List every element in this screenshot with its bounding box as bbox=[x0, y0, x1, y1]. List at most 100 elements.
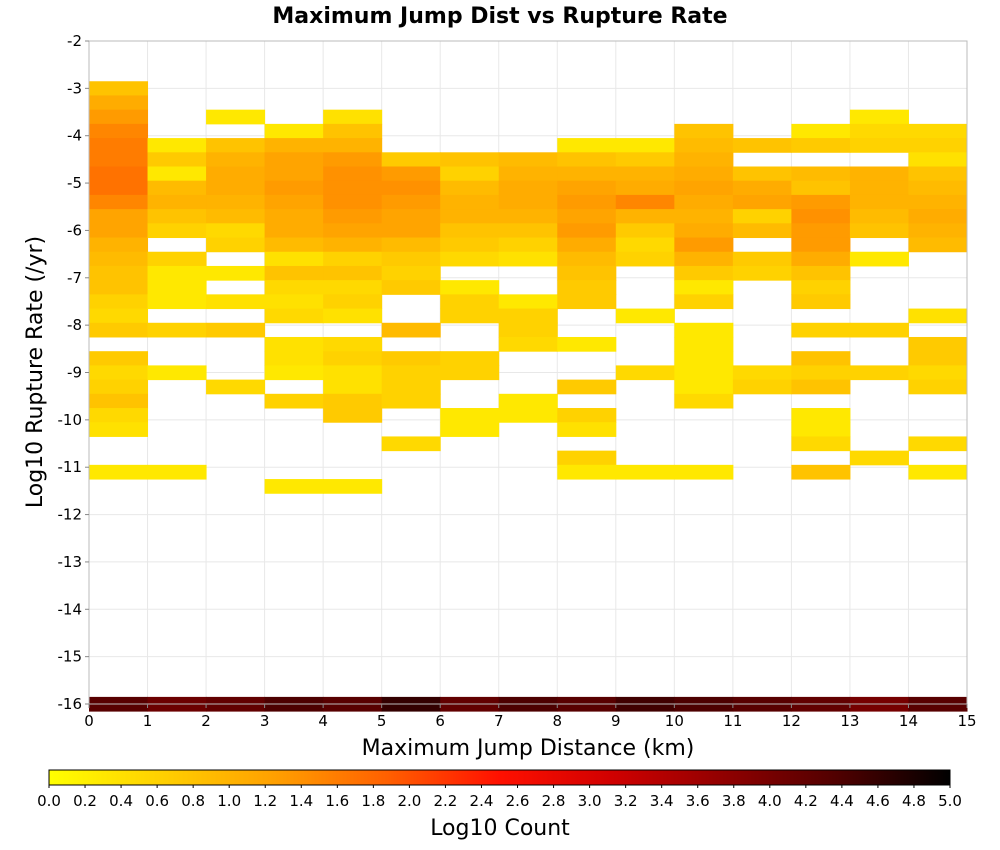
heatmap-cell bbox=[674, 209, 734, 224]
colorbar-tick-label: 1.8 bbox=[361, 792, 385, 810]
colorbar-tick-label: 3.0 bbox=[578, 792, 602, 810]
heatmap-cell bbox=[908, 436, 968, 452]
heatmap-cell bbox=[206, 194, 266, 210]
heatmap-cell bbox=[147, 294, 207, 310]
heatmap-cell bbox=[264, 479, 324, 494]
heatmap-cell bbox=[791, 223, 851, 239]
heatmap-cell bbox=[440, 351, 500, 366]
heatmap-cell bbox=[498, 180, 558, 196]
heatmap-cell bbox=[381, 436, 441, 452]
heatmap-cell bbox=[557, 138, 617, 153]
heatmap-cell bbox=[206, 223, 266, 239]
heatmap-cell bbox=[849, 123, 909, 139]
heatmap-cell bbox=[791, 436, 851, 452]
heatmap-cell bbox=[908, 138, 968, 153]
heatmap-cell bbox=[908, 123, 968, 139]
heatmap-cell bbox=[206, 322, 266, 338]
heatmap-cell bbox=[440, 152, 500, 167]
x-tick-label: 0 bbox=[84, 712, 94, 730]
heatmap-cell bbox=[440, 280, 500, 295]
heatmap-cell bbox=[381, 152, 441, 167]
heatmap-cell bbox=[849, 109, 909, 125]
colorbar-tick-label: 5.0 bbox=[938, 792, 962, 810]
y-axis-ticks: -16 -15 -14 -13 -12 -11 -10 -9 -8 -7 -6 -5 -4 -3 -2 bbox=[58, 32, 89, 713]
heatmap-cell bbox=[732, 209, 792, 224]
heatmap-cell bbox=[381, 280, 441, 295]
heatmap-cell bbox=[323, 365, 383, 381]
heatmap-cell bbox=[206, 109, 266, 125]
heatmap-cell bbox=[89, 464, 149, 480]
colorbar-tick-label: 4.8 bbox=[902, 792, 926, 810]
heatmap-cell bbox=[381, 223, 441, 239]
heatmap-cell bbox=[557, 408, 617, 423]
heatmap-cell bbox=[498, 294, 558, 310]
heatmap-cell bbox=[732, 265, 792, 281]
heatmap-cell bbox=[791, 408, 851, 423]
heatmap-cell bbox=[381, 365, 441, 381]
heatmap-cell bbox=[89, 237, 149, 253]
heatmap-cell bbox=[264, 138, 324, 153]
heatmap-cell bbox=[791, 294, 851, 310]
heatmap-cell bbox=[147, 251, 207, 267]
heatmap-cell bbox=[323, 223, 383, 239]
heatmap-cell bbox=[323, 280, 383, 295]
heatmap-cell bbox=[791, 351, 851, 366]
heatmap-cell bbox=[908, 209, 968, 224]
heatmap-cell bbox=[440, 223, 500, 239]
heatmap-cell bbox=[206, 379, 266, 395]
x-tick-label: 13 bbox=[840, 712, 859, 730]
heatmap-cell bbox=[323, 237, 383, 253]
heatmap-cell bbox=[381, 251, 441, 267]
heatmap-cell bbox=[89, 209, 149, 224]
heatmap-cell bbox=[206, 294, 266, 310]
heatmap-cell bbox=[557, 223, 617, 239]
y-tick-label: -6 bbox=[67, 221, 82, 239]
heatmap-cell bbox=[557, 422, 617, 437]
heatmap-cell bbox=[615, 152, 675, 167]
colorbar-tick-label: 3.4 bbox=[650, 792, 674, 810]
heatmap-cell bbox=[615, 209, 675, 224]
heatmap-cell bbox=[323, 194, 383, 210]
heatmap-cell bbox=[147, 166, 207, 182]
heatmap-cell bbox=[381, 379, 441, 395]
y-tick-label: -8 bbox=[67, 316, 82, 334]
heatmap-cell bbox=[440, 365, 500, 381]
heatmap-cell bbox=[908, 180, 968, 196]
heatmap-cell bbox=[674, 294, 734, 310]
heatmap-cell bbox=[615, 365, 675, 381]
heatmap-cell bbox=[908, 379, 968, 395]
heatmap-cell bbox=[791, 379, 851, 395]
heatmap-cell bbox=[89, 308, 149, 324]
heatmap-cell bbox=[440, 308, 500, 324]
heatmap-cell bbox=[381, 351, 441, 366]
colorbar-tick-label: 1.0 bbox=[217, 792, 241, 810]
x-axis-label: Maximum Jump Distance (km) bbox=[362, 736, 695, 761]
heatmap-cell bbox=[440, 251, 500, 267]
heatmap-cell bbox=[908, 308, 968, 324]
heatmap-cell bbox=[323, 351, 383, 366]
heatmap-cell bbox=[323, 109, 383, 125]
heatmap-cell bbox=[557, 209, 617, 224]
heatmap-cell bbox=[381, 209, 441, 224]
heatmap-cell bbox=[498, 308, 558, 324]
heatmap-cell bbox=[89, 223, 149, 239]
heatmap-cell bbox=[674, 464, 734, 480]
heatmap-cell bbox=[264, 294, 324, 310]
x-tick-label: 7 bbox=[494, 712, 504, 730]
colorbar bbox=[48, 769, 951, 786]
heatmap-cell bbox=[498, 336, 558, 352]
y-tick-label: -15 bbox=[58, 648, 83, 666]
heatmap-cell bbox=[615, 237, 675, 253]
heatmap-cell bbox=[498, 408, 558, 423]
heatmap-cell bbox=[147, 265, 207, 281]
colorbar-tick-label: 1.4 bbox=[289, 792, 313, 810]
y-tick-label: -9 bbox=[67, 364, 82, 382]
heatmap-cell bbox=[89, 95, 149, 111]
heatmap-cell bbox=[791, 123, 851, 139]
heatmap-cell bbox=[323, 336, 383, 352]
heatmap-cell bbox=[557, 294, 617, 310]
heatmap-cell bbox=[264, 223, 324, 239]
x-tick-label: 9 bbox=[611, 712, 621, 730]
heatmap-cell bbox=[323, 138, 383, 153]
